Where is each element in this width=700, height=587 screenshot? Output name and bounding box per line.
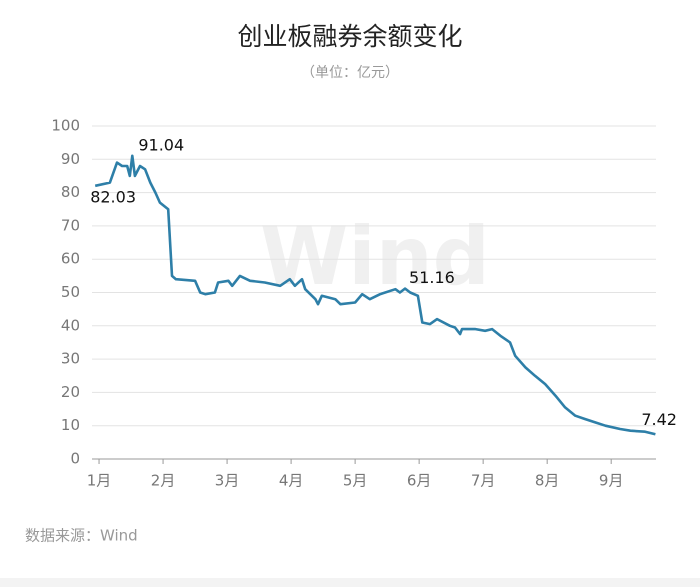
data-label: 82.03 [90, 187, 136, 206]
x-tick-label: 5月 [343, 472, 368, 490]
chart-subtitle: （单位：亿元） [301, 65, 399, 81]
x-tick-label: 9月 [599, 472, 624, 490]
x-tick-label: 8月 [535, 472, 560, 490]
footer-strip [0, 578, 700, 587]
x-tick-label: 6月 [407, 472, 432, 490]
source-note: 数据来源：Wind [25, 527, 138, 545]
x-tick-label: 1月 [87, 472, 112, 490]
data-label: 51.16 [409, 268, 455, 287]
x-tick-label: 7月 [471, 472, 496, 490]
x-tick-label: 4月 [279, 472, 304, 490]
data-line [94, 154, 656, 436]
chart-title: 创业板融券余额变化 [237, 22, 462, 51]
data-label: 7.42 [641, 410, 677, 429]
watermark: Wind [260, 210, 490, 303]
y-tick-label: 30 [61, 350, 80, 368]
x-tick-label: 2月 [151, 472, 176, 490]
y-tick-label: 60 [61, 250, 80, 268]
y-tick-label: 10 [61, 416, 80, 434]
y-tick-label: 0 [70, 450, 80, 468]
y-tick-label: 90 [61, 150, 80, 168]
y-tick-label: 100 [51, 117, 80, 135]
y-tick-label: 40 [61, 316, 80, 334]
data-label: 91.04 [138, 135, 184, 154]
y-tick-label: 80 [61, 183, 80, 201]
y-tick-label: 50 [61, 283, 80, 301]
x-tick-label: 3月 [215, 472, 240, 490]
y-tick-label: 20 [61, 383, 80, 401]
y-tick-label: 70 [61, 216, 80, 234]
